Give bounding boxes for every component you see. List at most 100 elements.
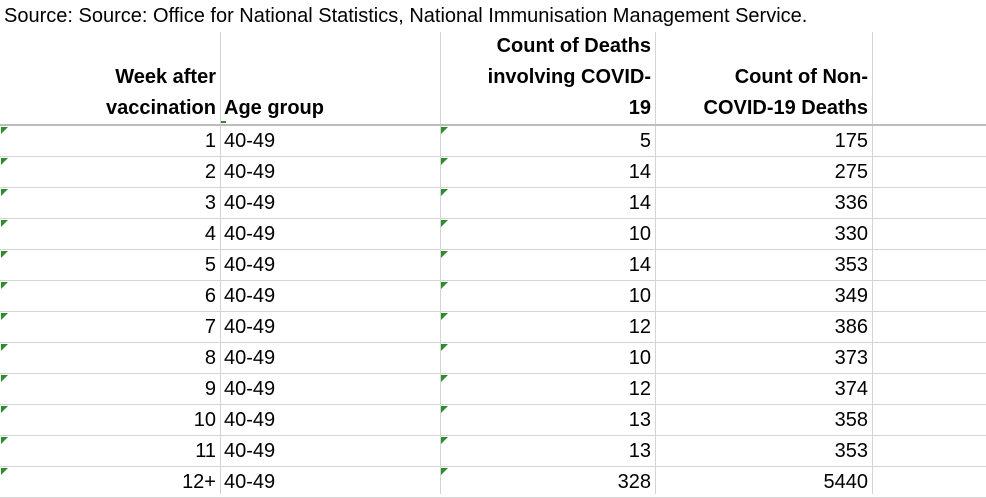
header-age-line-1: Age group (224, 97, 324, 119)
cell-age-group[interactable]: 40-49 (224, 471, 276, 493)
cell-covid-deaths[interactable]: 12 (628, 378, 651, 400)
error-indicator-icon[interactable] (1, 406, 8, 413)
cell-week-after-vaccination[interactable]: 11 (195, 440, 216, 462)
cell-non-covid-deaths[interactable]: 373 (834, 347, 868, 369)
cell-age-group[interactable]: 40-49 (224, 161, 276, 183)
error-indicator-icon[interactable] (441, 282, 448, 289)
cell-covid-deaths[interactable]: 10 (628, 347, 651, 369)
row-divider (0, 435, 986, 436)
header-age-group[interactable]: Age group (220, 32, 440, 124)
error-indicator-icon[interactable] (441, 251, 448, 258)
cell-non-covid-deaths[interactable]: 386 (834, 316, 868, 338)
row-divider (0, 311, 986, 312)
header-non-covid-deaths[interactable]: Count of Non- COVID-19 Deaths (655, 32, 872, 124)
error-indicator-icon[interactable] (1, 251, 8, 258)
cell-age-group[interactable]: 40-49 (224, 316, 276, 338)
error-indicator-icon[interactable] (1, 375, 8, 382)
cell-age-group[interactable]: 40-49 (224, 254, 276, 276)
error-indicator-icon[interactable] (441, 220, 448, 227)
cell-covid-deaths[interactable]: 10 (628, 285, 651, 307)
column-divider (872, 32, 873, 494)
cell-week-after-vaccination[interactable]: 10 (193, 409, 216, 431)
table-row: 3 40-49 14 336 (0, 188, 986, 219)
error-indicator-icon[interactable] (1, 127, 8, 134)
table-row: 1 40-49 5 175 (0, 126, 986, 157)
error-indicator-icon[interactable] (441, 127, 448, 134)
header-covid-line-1: Count of Deaths (496, 35, 651, 57)
error-indicator-icon[interactable] (441, 344, 448, 351)
cell-week-after-vaccination[interactable]: 12+ (182, 471, 216, 493)
cell-non-covid-deaths[interactable]: 349 (834, 285, 868, 307)
error-indicator-icon[interactable] (441, 437, 448, 444)
error-indicator-icon[interactable] (1, 158, 8, 165)
cell-non-covid-deaths[interactable]: 275 (834, 161, 868, 183)
error-indicator-icon[interactable] (441, 375, 448, 382)
column-divider (655, 32, 656, 494)
cell-non-covid-deaths[interactable]: 358 (834, 409, 868, 431)
cell-non-covid-deaths[interactable]: 330 (834, 223, 868, 245)
cell-non-covid-deaths[interactable]: 175 (834, 130, 868, 152)
cell-covid-deaths[interactable]: 328 (617, 471, 651, 493)
cell-week-after-vaccination[interactable]: 3 (204, 192, 216, 214)
cell-week-after-vaccination[interactable]: 1 (204, 130, 216, 152)
cell-covid-deaths[interactable]: 14 (628, 161, 651, 183)
row-divider (0, 373, 986, 374)
error-indicator-icon[interactable] (441, 468, 448, 475)
cell-covid-deaths[interactable]: 13 (628, 440, 651, 462)
cell-non-covid-deaths[interactable]: 353 (834, 440, 868, 462)
row-divider (0, 156, 986, 157)
cell-non-covid-deaths[interactable]: 374 (834, 378, 868, 400)
cell-age-group[interactable]: 40-49 (224, 409, 276, 431)
cell-covid-deaths[interactable]: 12 (628, 316, 651, 338)
cell-non-covid-deaths[interactable]: 353 (834, 254, 868, 276)
error-indicator-icon[interactable] (1, 313, 8, 320)
table-row: 8 40-49 10 373 (0, 343, 986, 374)
error-indicator-icon[interactable] (441, 406, 448, 413)
error-indicator-icon[interactable] (1, 189, 8, 196)
cell-age-group[interactable]: 40-49 (224, 130, 276, 152)
row-divider (0, 187, 986, 188)
row-divider (0, 466, 986, 467)
cell-week-after-vaccination[interactable]: 6 (204, 285, 216, 307)
cell-week-after-vaccination[interactable]: 5 (204, 254, 216, 276)
spreadsheet-grid: Week after vaccination Age group Count o… (0, 32, 986, 498)
cell-week-after-vaccination[interactable]: 9 (204, 378, 216, 400)
row-divider (0, 280, 986, 281)
error-indicator-icon[interactable] (441, 189, 448, 196)
cell-age-group[interactable]: 40-49 (224, 223, 276, 245)
cell-age-group[interactable]: 40-49 (224, 440, 276, 462)
error-indicator-icon[interactable] (1, 437, 8, 444)
cell-age-group[interactable]: 40-49 (224, 378, 276, 400)
cell-covid-deaths[interactable]: 14 (628, 254, 651, 276)
cell-non-covid-deaths[interactable]: 5440 (823, 471, 869, 493)
table-row: 2 40-49 14 275 (0, 157, 986, 188)
header-week-line-2: vaccination (105, 97, 216, 119)
error-indicator-icon[interactable] (441, 313, 448, 320)
error-indicator-icon[interactable] (1, 344, 8, 351)
cell-week-after-vaccination[interactable]: 7 (204, 316, 216, 338)
cell-week-after-vaccination[interactable]: 8 (204, 347, 216, 369)
error-indicator-icon[interactable] (1, 220, 8, 227)
cell-non-covid-deaths[interactable]: 336 (834, 192, 868, 214)
source-note[interactable]: Source: Source: Office for National Stat… (4, 5, 808, 27)
cell-age-group[interactable]: 40-49 (224, 285, 276, 307)
error-indicator-icon[interactable] (441, 158, 448, 165)
header-covid-deaths[interactable]: Count of Deaths involving COVID- 19 (440, 32, 655, 124)
header-covid-line-3: 19 (628, 97, 651, 119)
header-week-after-vaccination[interactable]: Week after vaccination (0, 32, 220, 124)
cell-age-group[interactable]: 40-49 (224, 192, 276, 214)
cell-covid-deaths[interactable]: 10 (628, 223, 651, 245)
cell-covid-deaths[interactable]: 13 (628, 409, 651, 431)
cell-age-group[interactable]: 40-49 (224, 347, 276, 369)
header-divider (0, 124, 986, 126)
table-row: 9 40-49 12 374 (0, 374, 986, 405)
cell-covid-deaths[interactable]: 5 (639, 130, 651, 152)
error-indicator-icon[interactable] (1, 468, 8, 475)
cell-week-after-vaccination[interactable]: 4 (204, 223, 216, 245)
cell-covid-deaths[interactable]: 14 (628, 192, 651, 214)
header-covid-line-2: involving COVID- (487, 66, 651, 88)
row-divider (0, 342, 986, 343)
error-indicator-icon[interactable] (1, 282, 8, 289)
cell-week-after-vaccination[interactable]: 2 (204, 161, 216, 183)
error-indicator-icon[interactable] (221, 121, 226, 123)
